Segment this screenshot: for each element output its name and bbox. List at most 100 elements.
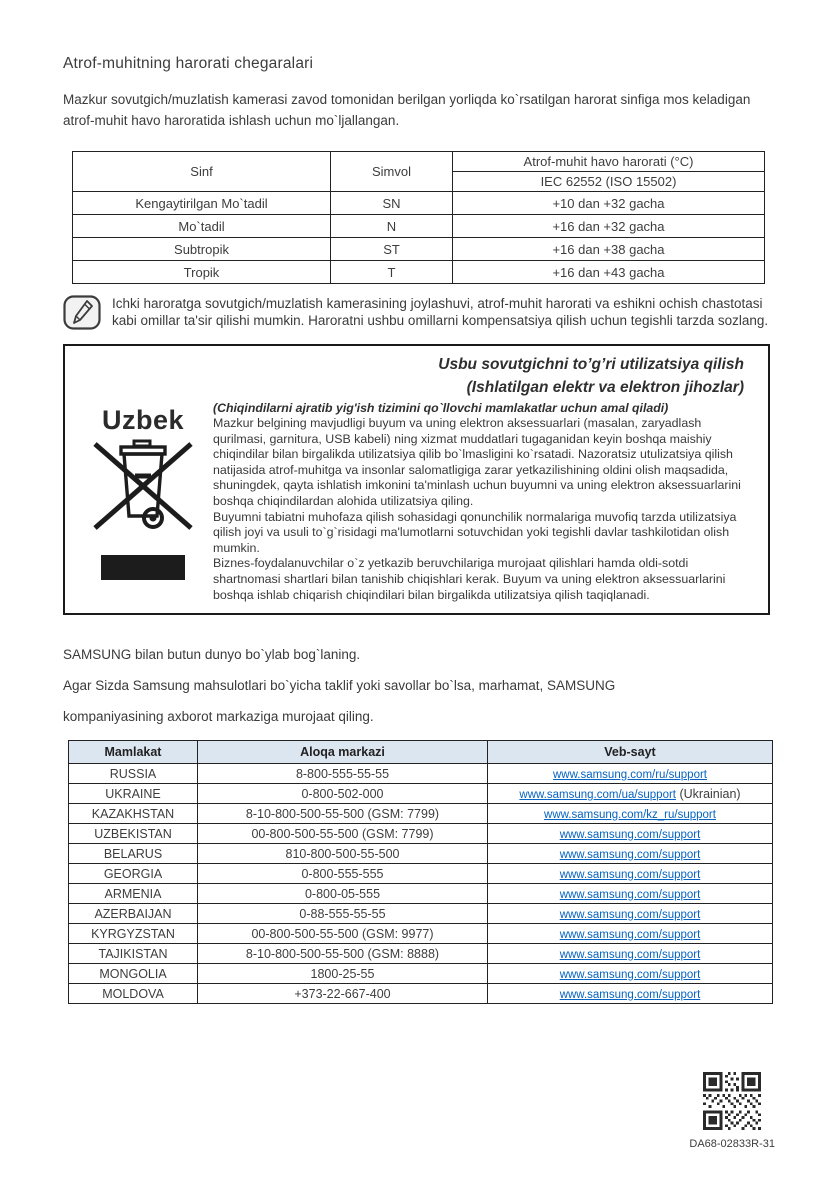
website-cell: www.samsung.com/kz_ru/support [487,803,773,825]
table-row: KYRGYZSTAN 00-800-500-55-500 (GSM: 9977)… [68,923,773,945]
table-row: UKRAINE 0-800-502-000 www.samsung.com/ua… [68,783,773,805]
note-block: Ichki haroratga sovutgich/muzlatish kame… [63,295,770,335]
website-link[interactable]: www.samsung.com/ua/support [519,788,676,801]
class-symbol-cell: T [330,260,453,284]
class-range-cell: +16 dan +32 gacha [452,214,765,238]
country-cell: MOLDOVA [68,983,198,1005]
website-cell: www.samsung.com/support [487,983,773,1005]
website-cell: www.samsung.com/ru/support [487,763,773,785]
class-name-cell: Mo`tadil [72,214,331,238]
pencil-note-icon [63,295,101,335]
disposal-paragraph-1: Mazkur belgining mavjudligi buyum va uni… [213,416,741,508]
intro-paragraph: Mazkur sovutgich/muzlatish kamerasi zavo… [63,92,751,128]
website-suffix: (Ukrainian) [676,786,741,801]
phone-cell: 8-800-555-55-55 [197,763,488,785]
table-row: MONGOLIA 1800-25-55 www.samsung.com/supp… [68,963,773,985]
contact-intro: SAMSUNG bilan butun dunyo bo`ylab bog`la… [63,647,770,724]
website-link[interactable]: www.samsung.com/support [559,908,701,921]
website-cell: www.samsung.com/support [487,823,773,845]
website-link[interactable]: www.samsung.com/support [559,828,701,841]
part-number: DA68-02833R-31 [689,1138,775,1150]
table-row: ARMENIA 0-800-05-555 www.samsung.com/sup… [68,883,773,905]
phone-cell: 0-800-555-555 [197,863,488,885]
phone-cell: 8-10-800-500-55-500 (GSM: 8888) [197,943,488,965]
country-cell: UZBEKISTAN [68,823,198,845]
country-cell: UKRAINE [68,783,198,805]
class-symbol-cell: N [330,214,453,238]
phone-cell: 0-88-555-55-55 [197,903,488,925]
website-link[interactable]: www.samsung.com/support [559,968,701,981]
website-link[interactable]: www.samsung.com/ru/support [552,768,708,781]
disposal-paragraph-3: Biznes-foydalanuvchilar o`z yetkazib ber… [213,556,726,602]
country-cell: ARMENIA [68,883,198,905]
note-text: Ichki haroratga sovutgich/muzlatish kame… [112,296,769,328]
table-row: AZERBAIJAN 0-88-555-55-55 www.samsung.co… [68,903,773,925]
phone-cell: +373-22-667-400 [197,983,488,1005]
disposal-subtitle: (Ishlatilgan elektr va elektron jihozlar… [466,379,744,396]
disposal-paragraph-2: Buyumni tabiatni muhofaza qilish sohasid… [213,509,737,555]
website-link[interactable]: www.samsung.com/kz_ru/support [544,808,716,821]
contact-header-website: Veb-sayt [487,740,773,765]
page-title: Atrof-muhitning harorati chegaralari [63,55,314,72]
climate-header-temp-standard: IEC 62552 (ISO 15502) [452,171,765,192]
class-range-cell: +10 dan +32 gacha [452,191,765,215]
climate-class-table: Sinf Simvol Atrof-muhit havo harorati (°… [72,151,765,284]
class-symbol-cell: SN [330,191,453,215]
phone-cell: 8-10-800-500-55-500 (GSM: 7799) [197,803,488,825]
country-cell: KAZAKHSTAN [68,803,198,825]
website-cell: www.samsung.com/ua/support (Ukrainian) [487,783,773,805]
language-label: Uzbek [101,405,185,435]
website-link[interactable]: www.samsung.com/support [559,888,701,901]
website-link[interactable]: www.samsung.com/support [559,928,701,941]
website-cell: www.samsung.com/support [487,903,773,925]
table-row: BELARUS 810-800-500-55-500 www.samsung.c… [68,843,773,865]
contact-centers-table: Mamlakat Aloqa markazi Veb-sayt RUSSIA 8… [68,740,773,1005]
class-range-cell: +16 dan +43 gacha [452,260,765,284]
qr-block: DA68-02833R-31 [689,1072,775,1150]
class-name-cell: Subtropik [72,237,331,261]
contact-header-country: Mamlakat [68,740,198,765]
class-range-cell: +16 dan +38 gacha [452,237,765,261]
country-cell: BELARUS [68,843,198,865]
website-cell: www.samsung.com/support [487,943,773,965]
country-cell: AZERBAIJAN [68,903,198,925]
contact-line-1: SAMSUNG bilan butun dunyo bo`ylab bog`la… [63,647,361,663]
contact-line-2: Agar Sizda Samsung mahsulotlari bo`yicha… [63,678,616,694]
phone-cell: 00-800-500-55-500 (GSM: 7799) [197,823,488,845]
climate-header-temp: Atrof-muhit havo harorati (°C) [452,151,765,172]
climate-header-simvol: Simvol [330,151,453,192]
website-link[interactable]: www.samsung.com/support [559,948,701,961]
black-bar [101,555,185,580]
phone-cell: 00-800-500-55-500 (GSM: 9977) [197,923,488,945]
website-cell: www.samsung.com/support [487,863,773,885]
website-cell: www.samsung.com/support [487,963,773,985]
website-cell: www.samsung.com/support [487,883,773,905]
class-symbol-cell: ST [330,237,453,261]
disposal-title: Usbu sovutgichni to’g’ri utilizatsiya qi… [438,356,744,373]
phone-cell: 1800-25-55 [197,963,488,985]
disposal-lead: (Chiqindilarni ajratib yig'ish tizimini … [213,401,669,415]
country-cell: KYRGYZSTAN [68,923,198,945]
disposal-info-box: Usbu sovutgichni to’g’ri utilizatsiya qi… [63,344,770,616]
website-cell: www.samsung.com/support [487,923,773,945]
qr-code [703,1072,762,1130]
country-cell: MONGOLIA [68,963,198,985]
table-row: TAJIKISTAN 8-10-800-500-55-500 (GSM: 888… [68,943,773,965]
phone-cell: 0-800-05-555 [197,883,488,905]
table-row: Subtropik ST +16 dan +38 gacha [72,237,765,261]
climate-header-sinf: Sinf [72,151,331,192]
phone-cell: 0-800-502-000 [197,783,488,805]
table-row: Tropik T +16 dan +43 gacha [72,260,765,284]
website-link[interactable]: www.samsung.com/support [559,988,701,1001]
table-row: RUSSIA 8-800-555-55-55 www.samsung.com/r… [68,763,773,785]
table-row: MOLDOVA +373-22-667-400 www.samsung.com/… [68,983,773,1005]
website-link[interactable]: www.samsung.com/support [559,868,701,881]
website-link[interactable]: www.samsung.com/support [559,848,701,861]
class-name-cell: Kengaytirilgan Mo`tadil [72,191,331,215]
contact-line-3: kompaniyasining axborot markaziga muroja… [63,709,374,725]
website-cell: www.samsung.com/support [487,843,773,865]
table-row: UZBEKISTAN 00-800-500-55-500 (GSM: 7799)… [68,823,773,845]
table-row: GEORGIA 0-800-555-555 www.samsung.com/su… [68,863,773,885]
weee-crossed-out-bin-icon [77,438,209,539]
